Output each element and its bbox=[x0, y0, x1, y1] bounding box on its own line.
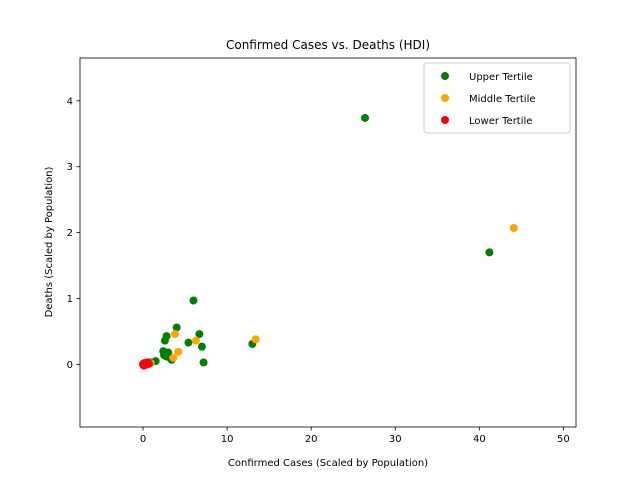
y-tick-label: 2 bbox=[67, 228, 73, 239]
x-axis-label: Confirmed Cases (Scaled by Population) bbox=[228, 458, 428, 469]
data-point bbox=[251, 335, 260, 344]
data-point bbox=[172, 323, 181, 332]
series-lower-tertile bbox=[139, 358, 153, 370]
series-upper-tertile bbox=[144, 113, 494, 368]
legend-label: Upper Tertile bbox=[469, 72, 533, 83]
data-point bbox=[485, 248, 494, 257]
x-axis: 0 10 20 30 40 50 bbox=[140, 427, 570, 445]
data-point bbox=[184, 338, 193, 347]
data-point bbox=[189, 296, 198, 305]
legend-label: Lower Tertile bbox=[469, 116, 532, 127]
y-tick-label: 3 bbox=[67, 162, 73, 173]
data-point bbox=[141, 360, 150, 369]
data-point bbox=[162, 352, 171, 361]
y-axis-label: Deaths (Scaled by Population) bbox=[44, 166, 55, 317]
data-point bbox=[197, 342, 206, 351]
data-point bbox=[169, 353, 178, 362]
x-tick-label: 50 bbox=[557, 434, 570, 445]
chart-title: Confirmed Cases vs. Deaths (HDI) bbox=[226, 38, 430, 52]
data-point bbox=[195, 330, 204, 339]
data-point bbox=[509, 224, 518, 233]
x-tick-label: 20 bbox=[305, 434, 318, 445]
legend: Upper Tertile Middle Tertile Lower Tertile bbox=[423, 62, 571, 134]
data-point bbox=[192, 336, 201, 345]
y-tick-label: 4 bbox=[67, 96, 73, 107]
x-tick-label: 40 bbox=[473, 434, 486, 445]
legend-marker bbox=[441, 94, 449, 102]
y-tick-label: 1 bbox=[67, 294, 73, 305]
legend-marker bbox=[441, 116, 449, 124]
x-tick-label: 30 bbox=[389, 434, 402, 445]
x-tick-label: 10 bbox=[221, 434, 234, 445]
legend-marker bbox=[441, 72, 449, 80]
y-tick-label: 0 bbox=[67, 360, 73, 371]
axes-frame bbox=[79, 57, 577, 428]
data-points bbox=[139, 113, 518, 370]
legend-box bbox=[423, 62, 571, 134]
data-point bbox=[174, 347, 183, 356]
legend-label: Middle Tertile bbox=[469, 94, 536, 105]
x-tick-label: 0 bbox=[140, 434, 146, 445]
data-point bbox=[170, 330, 179, 339]
data-point bbox=[199, 358, 208, 367]
y-axis: 0 1 2 3 4 bbox=[67, 96, 80, 371]
data-point bbox=[160, 336, 169, 345]
data-point bbox=[360, 113, 369, 122]
plot-area: 0 10 20 30 40 50 0 1 2 3 4 bbox=[67, 57, 577, 445]
